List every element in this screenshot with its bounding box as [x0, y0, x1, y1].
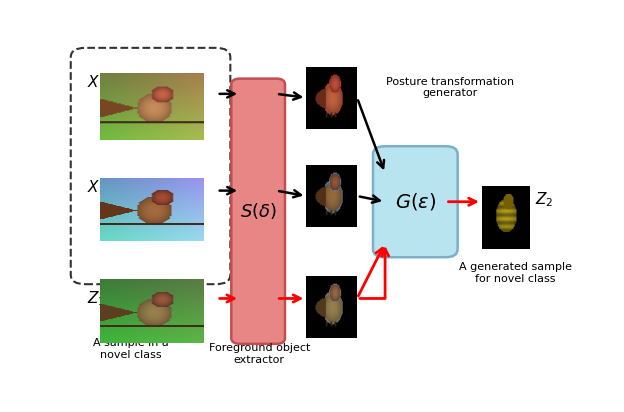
Text: $Z_2$: $Z_2$ — [535, 191, 553, 209]
Text: $X_1$: $X_1$ — [87, 73, 105, 92]
Text: $G(\epsilon)$: $G(\epsilon)$ — [395, 191, 436, 212]
Text: A generated sample
for novel class: A generated sample for novel class — [459, 262, 572, 284]
Text: Foreground object
extractor: Foreground object extractor — [208, 343, 310, 365]
Text: A pair of samples
in a base class: A pair of samples in a base class — [102, 280, 199, 301]
Text: $X_2$: $X_2$ — [87, 178, 105, 197]
FancyBboxPatch shape — [373, 146, 457, 257]
Text: A sample in a
novel class: A sample in a novel class — [94, 338, 169, 360]
Text: Posture transformation
generator: Posture transformation generator — [386, 77, 514, 98]
Text: $S(\delta)$: $S(\delta)$ — [240, 201, 276, 221]
Text: $Z_1$: $Z_1$ — [87, 289, 105, 308]
FancyBboxPatch shape — [232, 79, 285, 344]
